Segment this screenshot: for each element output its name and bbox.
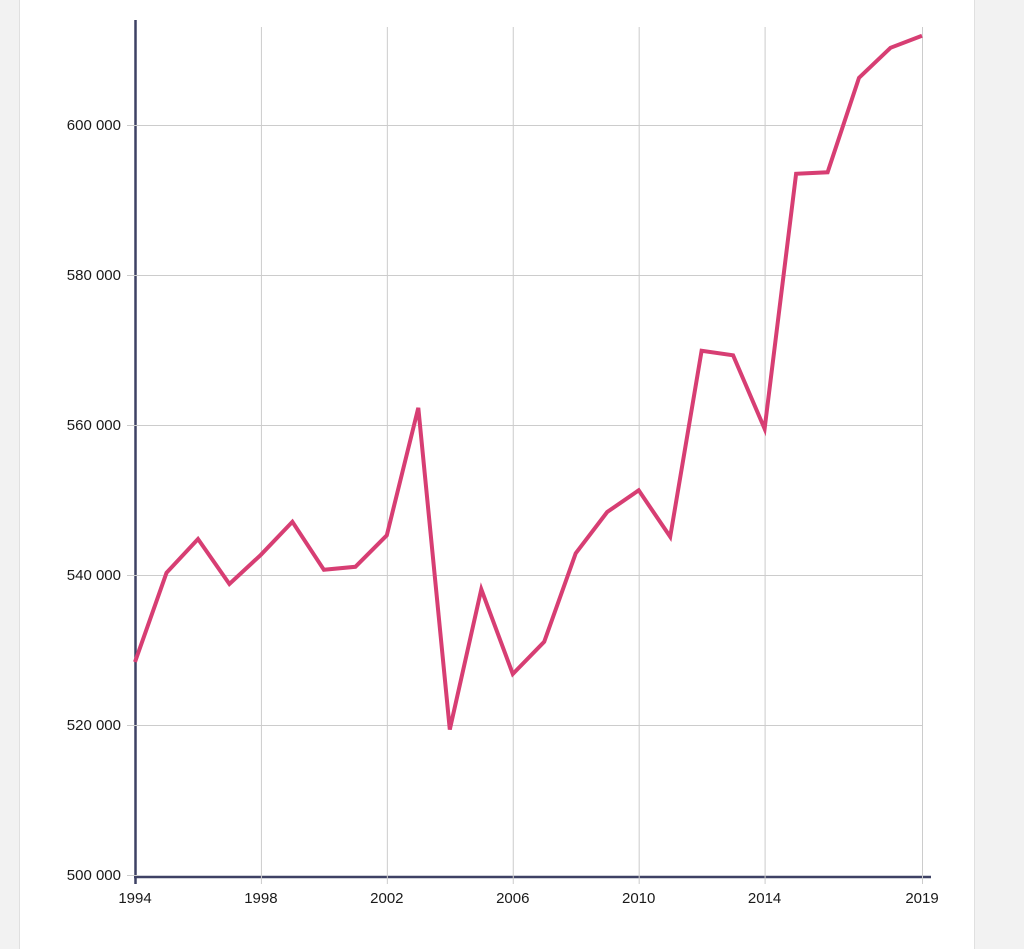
x-tick-label: 1994	[118, 890, 151, 907]
y-tick-label: 500 000	[67, 867, 121, 884]
x-tick-label: 2002	[370, 890, 403, 907]
x-tick-label: 2014	[748, 890, 781, 907]
x-tick-label: 1998	[244, 890, 277, 907]
y-tick-label: 560 000	[67, 417, 121, 434]
x-tick-label: 2010	[622, 890, 655, 907]
left-gutter	[0, 0, 20, 949]
data-series-line	[133, 33, 923, 730]
y-tick-label: 520 000	[67, 717, 121, 734]
y-tick-label: 580 000	[67, 267, 121, 284]
right-gutter	[974, 0, 1024, 949]
y-tick-label: 540 000	[67, 567, 121, 584]
y-tick-label: 600 000	[67, 117, 121, 134]
x-tick-label: 2006	[496, 890, 529, 907]
x-tick-label: 2019	[905, 890, 938, 907]
